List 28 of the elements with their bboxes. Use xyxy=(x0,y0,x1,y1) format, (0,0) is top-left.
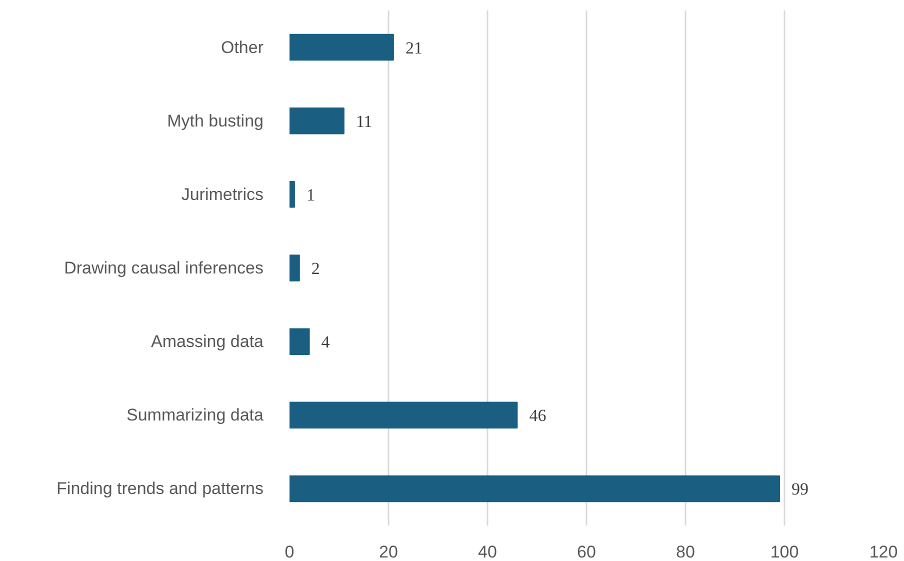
data-label: 1 xyxy=(306,185,315,204)
bar xyxy=(290,328,310,355)
x-tick-label: 20 xyxy=(379,542,398,561)
bar xyxy=(290,475,780,502)
bar xyxy=(290,107,344,134)
data-label: 11 xyxy=(356,112,372,131)
bar xyxy=(290,181,295,208)
x-tick-label: 40 xyxy=(478,542,497,561)
x-tick-label: 0 xyxy=(284,542,294,561)
y-tick-label: Other xyxy=(220,38,264,57)
y-tick-label: Jurimetrics xyxy=(181,184,264,204)
y-tick-label: Amassing data xyxy=(151,332,264,352)
y-tick-label: Drawing causal inferences xyxy=(64,258,264,278)
y-tick-label: Summarizing data xyxy=(126,406,264,425)
data-label: 99 xyxy=(792,480,809,499)
bar xyxy=(290,402,518,429)
data-label: 2 xyxy=(311,259,320,278)
data-label: 4 xyxy=(321,332,330,352)
x-tick-label: 80 xyxy=(676,542,695,561)
data-label: 46 xyxy=(529,406,546,426)
x-tick-label: 120 xyxy=(869,542,898,561)
y-tick-label: Myth busting xyxy=(167,111,264,130)
x-tick-label: 60 xyxy=(577,542,596,561)
x-tick-label: 100 xyxy=(770,542,799,561)
y-tick-label: Finding trends and patterns xyxy=(56,479,264,498)
bar xyxy=(290,34,394,61)
bar xyxy=(290,254,300,282)
data-label: 21 xyxy=(405,38,422,58)
